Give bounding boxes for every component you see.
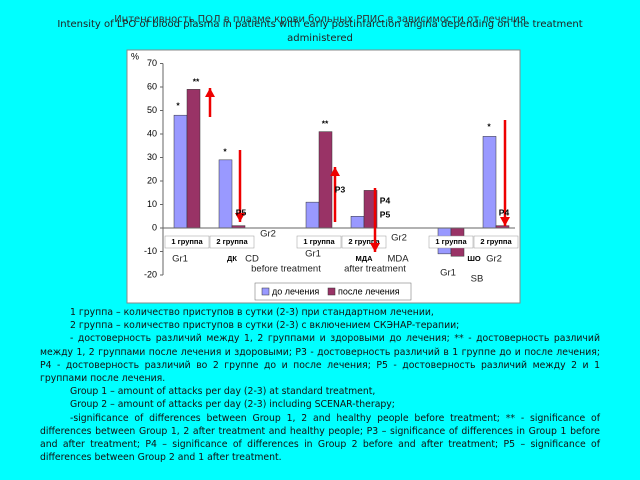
y-tick-label: 70 [147,58,157,68]
x-tick-label: 2 группа [348,237,380,246]
note: Group 1 – amount of attacks per day (2-3… [70,386,376,398]
overlay-label: Gr1 [305,249,321,260]
x-tick-label: 1 группа [171,237,203,246]
overlay-label: Gr2 [260,229,276,240]
annotation: P5 [380,209,391,219]
overlay-label: Gr1 [172,254,188,265]
note: -significance of differences between Gro… [40,412,600,464]
overlay-label: MDA [387,254,409,265]
y-tick-label: -10 [144,246,157,256]
title-ru: Интенсивность ПОЛ в плазме крови больных… [114,14,526,25]
arrow-head [235,213,245,222]
category-box [296,235,342,249]
annotation: ** [193,76,200,86]
overlay-label: after treatment [344,264,406,275]
annotation: * [176,100,180,110]
note: - достоверность различий между 1, 2 груп… [40,333,600,385]
x-tick-label: 2 группа [480,237,512,246]
bar [173,114,188,229]
y-tick-label: 10 [147,199,157,209]
annotation: P4 [380,195,391,205]
note: 1 группа – количество приступов в сутки … [70,307,434,318]
annotation: ** [322,118,329,128]
legend-swatch [261,287,270,296]
overlay-label: Gr2 [391,233,407,244]
y-tick-label: 20 [147,175,157,185]
category-box [164,235,210,249]
bar [350,216,365,229]
y-tick-label: 0 [152,222,157,232]
annotation: P3 [335,184,346,194]
note: 2 группа – количество приступов в сутки … [70,320,460,332]
group-label: ШО [467,254,481,263]
overlay-label: Gr2 [486,254,502,265]
group-label: ДК [227,254,237,263]
bar [318,131,333,229]
x-tick-label: 2 группа [216,237,248,246]
y-tick-label: 30 [147,152,157,162]
notes: 1 группа – количество приступов в сутки … [40,306,600,464]
bar [305,201,320,229]
arrow-head [500,217,510,226]
y-tick-label: 40 [147,128,157,138]
category-box [428,235,474,249]
annotation: * [487,121,491,131]
overlay-label: CD [245,254,259,265]
x-tick-label: 1 группа [435,237,467,246]
bar [186,89,201,229]
y-tick-label: 50 [147,105,157,115]
arrow-head [205,88,215,97]
note: Group 2 – amount of attacks per day (2-3… [70,399,395,411]
legend-swatch [327,287,336,296]
bar [218,159,233,229]
overlay-label: before treatment [251,264,321,275]
y-tick-label: 60 [147,81,157,91]
title-en: Intensity of LPO of blood plasma in pati… [57,19,583,44]
arrow-head [370,243,380,252]
annotation: P5 [236,207,247,217]
overlay-label: SB [471,274,484,285]
bar [482,136,497,229]
group-label: МДА [355,254,373,263]
y-unit: % [131,51,139,61]
x-tick-label: 1 группа [303,237,335,246]
annotation: P4 [499,207,510,217]
legend-label: после лечения [338,286,400,296]
category-box [473,235,519,249]
annotation: * [223,146,227,156]
arrow-head [330,167,340,176]
legend-label: до лечения [272,286,319,296]
category-box [209,235,255,249]
overlay-label: Gr1 [440,268,456,279]
y-tick-label: -20 [144,269,157,279]
